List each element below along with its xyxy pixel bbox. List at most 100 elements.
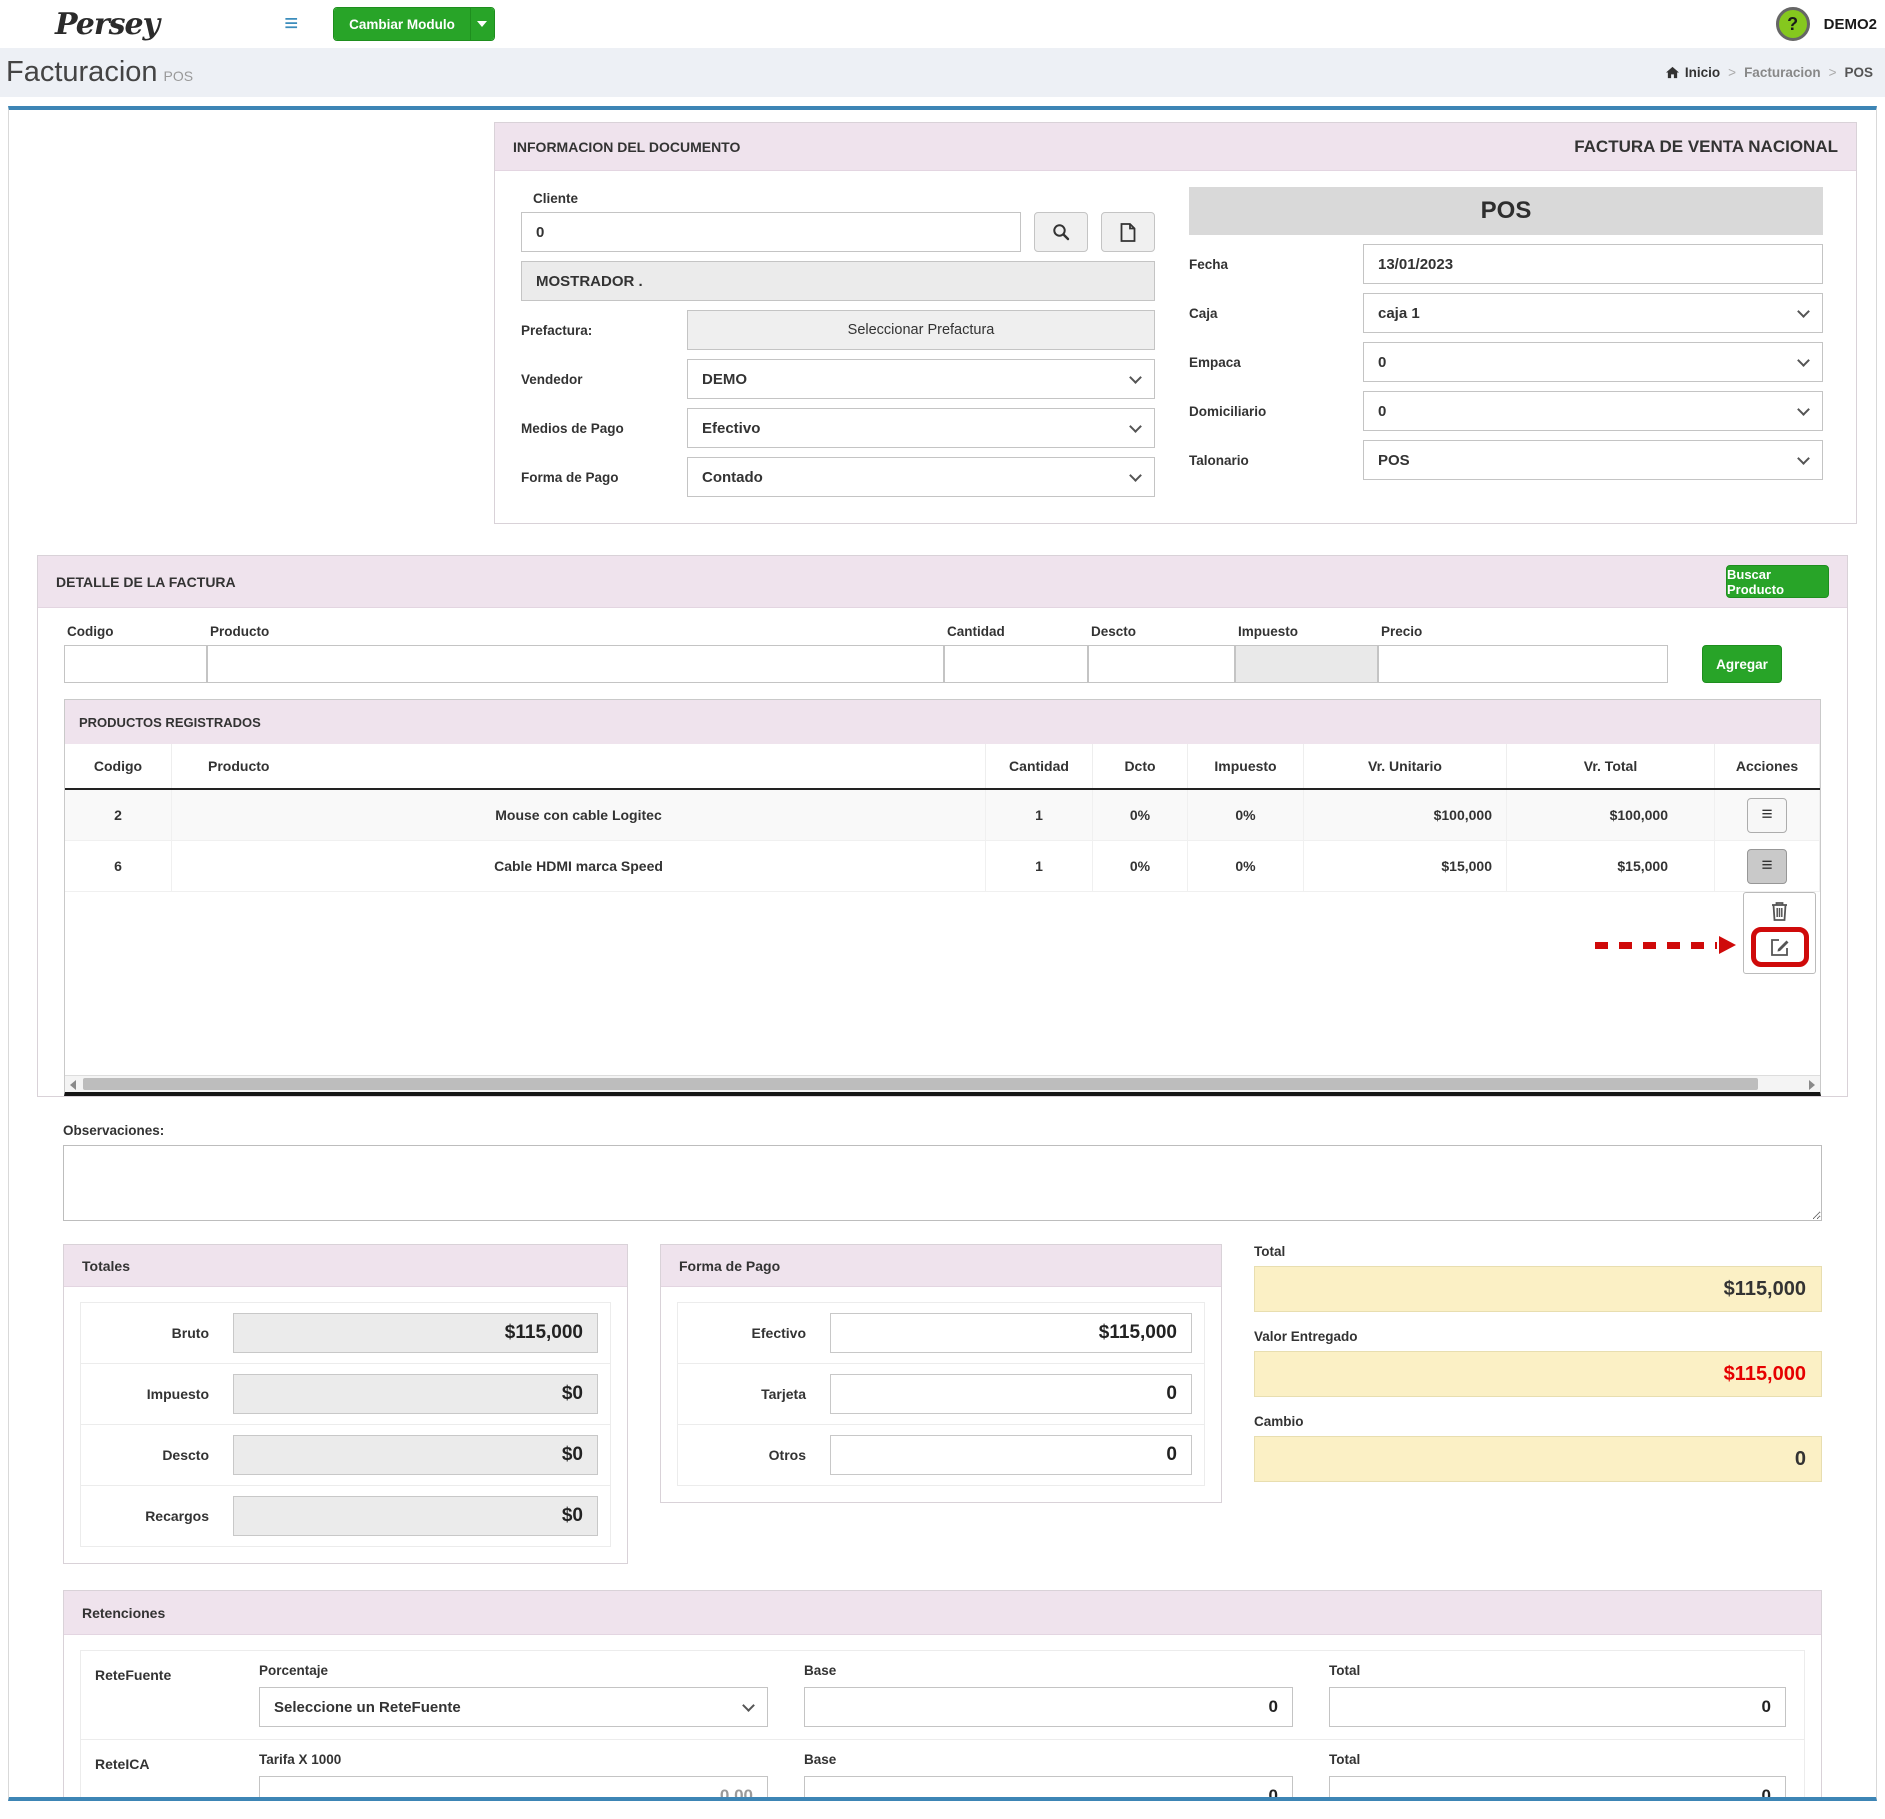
forma-pago-label: Forma de Pago xyxy=(521,469,619,485)
top-navbar: Persey ≡ Cambiar Modulo ? DEMO2 xyxy=(0,0,1885,48)
help-icon[interactable]: ? xyxy=(1775,7,1810,41)
hamburger-icon[interactable]: ≡ xyxy=(284,10,299,37)
scroll-right-arrow-icon[interactable] xyxy=(1809,1080,1815,1090)
cliente-input[interactable]: 0 xyxy=(521,212,1021,252)
retefuente-select[interactable]: Seleccione un ReteFuente xyxy=(259,1687,768,1727)
prefactura-label: Prefactura: xyxy=(521,322,593,338)
vendedor-select[interactable]: DEMO xyxy=(687,359,1155,399)
total-value: $115,000 xyxy=(1254,1266,1822,1312)
empaca-select[interactable]: 0 xyxy=(1363,342,1823,382)
valor-entregado-input[interactable]: $115,000 xyxy=(1254,1351,1822,1397)
table-header-row: Codigo Producto Cantidad Dcto Impuesto V… xyxy=(65,744,1820,790)
observaciones-section: Observaciones: xyxy=(63,1123,1822,1226)
menu-icon: ≡ xyxy=(1761,855,1773,876)
forma-pago-panel: Forma de Pago Efectivo $115,000 Tarjeta … xyxy=(660,1244,1222,1503)
efectivo-input[interactable]: $115,000 xyxy=(830,1313,1192,1353)
chevron-down-icon xyxy=(1797,354,1810,367)
page-header: Facturacion POS Inicio > Facturacion > PO… xyxy=(0,48,1885,97)
fecha-input[interactable]: 13/01/2023 xyxy=(1363,244,1823,284)
cambiar-modulo-button[interactable]: Cambiar Modulo xyxy=(334,8,470,40)
forma-pago-select[interactable]: Contado xyxy=(687,457,1155,497)
delete-row-button[interactable] xyxy=(1770,900,1789,922)
chevron-down-icon xyxy=(1797,403,1810,416)
otros-input[interactable]: 0 xyxy=(830,1435,1192,1475)
scrollbar-thumb[interactable] xyxy=(83,1078,1758,1090)
efectivo-label: Efectivo xyxy=(751,1325,806,1341)
cambiar-modulo-split-button[interactable]: Cambiar Modulo xyxy=(333,7,495,41)
cell-dcto: 0% xyxy=(1093,790,1188,840)
productos-registrados-title: PRODUCTOS REGISTRADOS xyxy=(65,700,1820,744)
nuevo-cliente-button[interactable] xyxy=(1101,212,1155,252)
reteica-total-input[interactable] xyxy=(1329,1776,1786,1797)
medios-pago-select[interactable]: Efectivo xyxy=(687,408,1155,448)
codigo-input[interactable] xyxy=(64,645,207,683)
retefuente-base-input[interactable] xyxy=(804,1687,1293,1727)
cell-impuesto: 0% xyxy=(1188,841,1304,891)
user-menu[interactable]: DEMO2 xyxy=(1823,15,1877,33)
row-actions-menu-button[interactable]: ≡ xyxy=(1747,848,1787,884)
empaca-label: Empaca xyxy=(1189,354,1241,370)
cambiar-modulo-caret-button[interactable] xyxy=(469,8,494,40)
detalle-factura-panel: DETALLE DE LA FACTURA Buscar Producto Co… xyxy=(37,555,1848,1097)
breadcrumb-facturacion-link[interactable]: Facturacion xyxy=(1744,65,1821,80)
domiciliario-select[interactable]: 0 xyxy=(1363,391,1823,431)
invoice-type-label: FACTURA DE VENTA NACIONAL xyxy=(1574,136,1838,156)
talonario-pos-header: POS xyxy=(1189,187,1823,235)
menu-icon: ≡ xyxy=(1761,804,1773,825)
agregar-button[interactable]: Agregar xyxy=(1702,645,1782,683)
resumen-section: Total $115,000 Valor Entregado $115,000 … xyxy=(1254,1244,1822,1564)
col-dcto: Dcto xyxy=(1093,744,1188,788)
totals-section: Totales Bruto $115,000 Impuesto $0 Desct… xyxy=(63,1244,1822,1564)
observaciones-textarea[interactable] xyxy=(63,1145,1822,1221)
retefuente-base-label: Base xyxy=(804,1663,837,1678)
buscar-producto-button[interactable]: Buscar Producto xyxy=(1726,565,1829,598)
talonario-label: Talonario xyxy=(1189,452,1249,468)
edit-row-button[interactable] xyxy=(1770,937,1790,957)
cantidad-input[interactable] xyxy=(944,645,1088,683)
retefuente-total-input[interactable] xyxy=(1329,1687,1786,1727)
descto-label: Descto xyxy=(162,1447,209,1463)
caja-select[interactable]: caja 1 xyxy=(1363,293,1823,333)
row-actions-menu-button[interactable]: ≡ xyxy=(1747,797,1787,833)
retefuente-total-label: Total xyxy=(1329,1663,1361,1678)
recargos-label: Recargos xyxy=(145,1508,209,1524)
tarjeta-label: Tarjeta xyxy=(761,1386,806,1402)
chevron-down-icon xyxy=(1129,371,1142,384)
tarifa-input[interactable] xyxy=(259,1776,768,1797)
cantidad-label: Cantidad xyxy=(947,624,1005,639)
tarjeta-input[interactable]: 0 xyxy=(830,1374,1192,1414)
buscar-cliente-button[interactable] xyxy=(1034,212,1088,252)
page-title: Facturacion POS xyxy=(6,56,193,89)
cell-dcto: 0% xyxy=(1093,841,1188,891)
producto-label: Producto xyxy=(210,624,270,639)
persey-logo[interactable]: Persey xyxy=(55,6,160,42)
bruto-value: $115,000 xyxy=(233,1313,598,1353)
bruto-label: Bruto xyxy=(171,1325,209,1341)
totales-panel: Totales Bruto $115,000 Impuesto $0 Desct… xyxy=(63,1244,628,1564)
col-acciones: Acciones xyxy=(1715,744,1820,788)
vendedor-label: Vendedor xyxy=(521,371,583,387)
cell-vr-unitario: $15,000 xyxy=(1304,841,1507,891)
cell-vr-total: $15,000 xyxy=(1507,841,1715,891)
chevron-down-icon xyxy=(1129,420,1142,433)
breadcrumb-separator: > xyxy=(1828,65,1837,80)
cell-producto: Mouse con cable Logitec xyxy=(172,790,986,840)
home-icon xyxy=(1665,66,1679,79)
breadcrumb: Inicio > Facturacion > POS xyxy=(1665,65,1873,80)
reteica-base-input[interactable] xyxy=(804,1776,1293,1797)
producto-input[interactable] xyxy=(207,645,944,683)
scroll-left-arrow-icon[interactable] xyxy=(70,1080,76,1090)
table-empty-area xyxy=(65,892,1820,1075)
retefuente-label: ReteFuente xyxy=(95,1667,172,1683)
annotation-arrow xyxy=(1595,936,1736,954)
search-icon xyxy=(1053,224,1070,241)
horizontal-scrollbar[interactable] xyxy=(65,1075,1820,1092)
recargos-value: $0 xyxy=(233,1496,598,1536)
panel-title: Totales xyxy=(82,1257,130,1274)
seleccionar-prefactura-button[interactable]: Seleccionar Prefactura xyxy=(687,310,1155,350)
cell-codigo: 6 xyxy=(65,841,172,891)
talonario-select[interactable]: POS xyxy=(1363,440,1823,480)
precio-input[interactable] xyxy=(1378,645,1668,683)
descto-input[interactable] xyxy=(1088,645,1235,683)
breadcrumb-home-link[interactable]: Inicio xyxy=(1665,65,1720,80)
